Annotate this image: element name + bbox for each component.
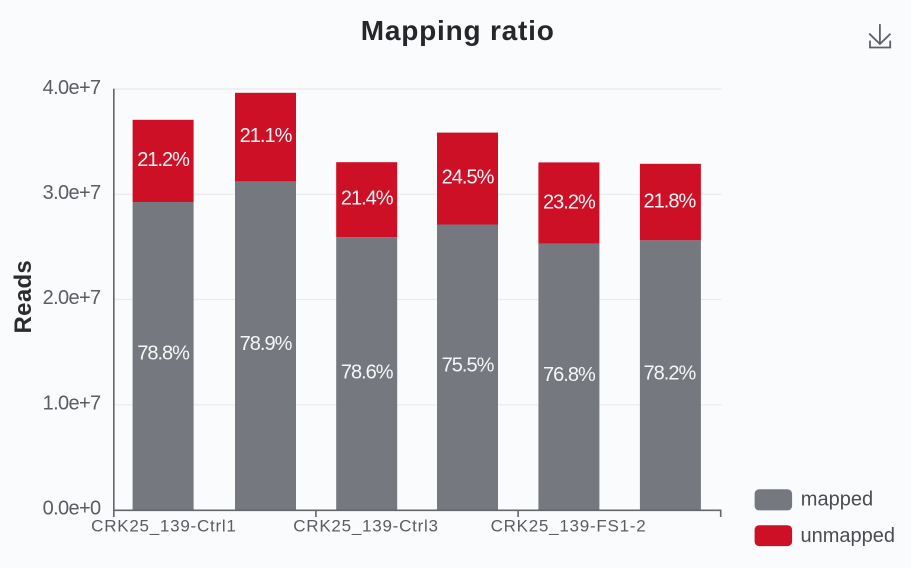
svg-text:78.9%: 78.9%	[240, 333, 293, 355]
svg-text:21.8%: 21.8%	[644, 190, 697, 212]
svg-text:unmapped: unmapped	[801, 525, 896, 547]
svg-text:2.0e+7: 2.0e+7	[43, 287, 101, 309]
svg-text:3.0e+7: 3.0e+7	[43, 182, 101, 204]
svg-text:21.4%: 21.4%	[341, 188, 394, 210]
svg-text:CRK25_139-Ctrl1: CRK25_139-Ctrl1	[91, 517, 236, 536]
svg-text:Mapping ratio: Mapping ratio	[361, 15, 555, 46]
svg-text:0.0e+0: 0.0e+0	[43, 498, 101, 520]
svg-text:24.5%: 24.5%	[442, 167, 495, 189]
svg-text:CRK25_139-Ctrl3: CRK25_139-Ctrl3	[293, 517, 438, 536]
svg-text:78.2%: 78.2%	[644, 362, 697, 384]
svg-text:21.2%: 21.2%	[137, 149, 190, 171]
svg-text:1.0e+7: 1.0e+7	[43, 392, 101, 414]
svg-text:23.2%: 23.2%	[543, 191, 596, 213]
svg-text:78.8%: 78.8%	[137, 343, 190, 365]
svg-text:75.5%: 75.5%	[442, 355, 495, 377]
svg-text:21.1%: 21.1%	[240, 125, 293, 147]
svg-text:76.8%: 76.8%	[543, 364, 596, 386]
svg-text:Reads: Reads	[10, 260, 37, 334]
svg-text:4.0e+7: 4.0e+7	[43, 77, 101, 99]
svg-text:CRK25_139-FS1-2: CRK25_139-FS1-2	[491, 517, 647, 536]
svg-text:78.6%: 78.6%	[341, 361, 394, 383]
svg-text:mapped: mapped	[801, 488, 873, 510]
